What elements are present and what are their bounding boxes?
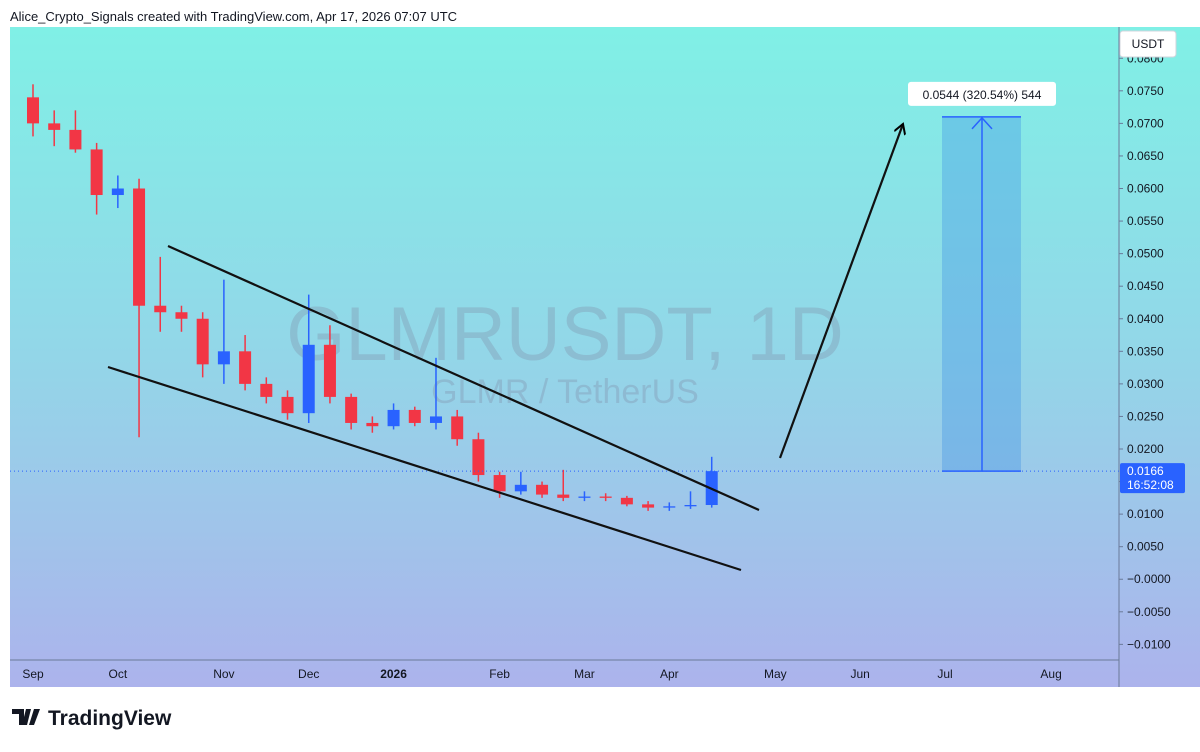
x-tick-label: Nov (213, 667, 234, 681)
y-tick-label: 0.0700 (1127, 116, 1164, 130)
x-tick-label: Sep (22, 667, 44, 681)
y-tick-label: 0.0200 (1127, 442, 1164, 456)
candle-body (217, 351, 230, 365)
y-tick-label: 0.0400 (1127, 312, 1164, 326)
candle-body (175, 312, 188, 319)
projection-arrowhead (971, 116, 993, 130)
y-tick-label: 0.0100 (1127, 507, 1164, 521)
projection-label-box (908, 81, 1056, 106)
x-tick-label: Oct (109, 667, 128, 681)
candle-body (302, 344, 315, 414)
footer-logo: TradingView (12, 707, 172, 730)
y-tick-label: 0.0500 (1127, 247, 1164, 261)
y-tick-label: 0.0250 (1127, 409, 1164, 423)
last-price-box (1120, 463, 1185, 494)
candle-body (345, 396, 358, 423)
y-tick-label: 0.0750 (1127, 84, 1164, 98)
candle-body (408, 409, 421, 423)
watermark: GLMRUSDT, 1D GLMR / TetherUS (286, 292, 843, 411)
currency-box (1119, 30, 1177, 58)
candle-body (472, 439, 485, 476)
candle-body (493, 475, 506, 492)
lower-trendline (107, 365, 742, 572)
y-tick-label: 0.0600 (1127, 182, 1164, 196)
x-tick-label: Feb (489, 667, 510, 681)
y-tick-label: −0.0000 (1127, 572, 1171, 586)
upper-trendline (167, 244, 760, 512)
y-tick-label: −0.0100 (1127, 637, 1171, 651)
candle-body (557, 494, 570, 498)
y-tick-label: 0.0300 (1127, 377, 1164, 391)
footer-text: TradingView (48, 707, 172, 730)
y-tick-label: −0.0050 (1127, 605, 1171, 619)
candle-body (239, 351, 252, 384)
x-tick-label: Dec (298, 667, 319, 681)
candle-body (620, 497, 633, 505)
candle-body (451, 416, 464, 440)
logo-mark (12, 709, 40, 725)
x-tick-label: Apr (660, 667, 679, 681)
candle-body (154, 305, 167, 313)
candle-body (429, 416, 442, 423)
candle-body (536, 484, 549, 495)
currency: USDT (1132, 37, 1165, 51)
y-tick-label: 0.0450 (1127, 279, 1164, 293)
x-tick-label: May (764, 667, 787, 681)
candle-body (514, 484, 527, 492)
x-tick-label: Mar (574, 667, 595, 681)
candle-body (642, 504, 655, 508)
breakout-arrow (778, 124, 903, 459)
candle-body (281, 396, 294, 414)
countdown: 16:52:08 (1127, 478, 1174, 492)
watermark-subtitle: GLMR / TetherUS (431, 373, 699, 411)
candle-body (387, 409, 400, 427)
y-tick-label: 0.0650 (1127, 149, 1164, 163)
candle-body (578, 496, 591, 498)
projection-label: 0.0544 (320.54%) 544 (923, 88, 1042, 102)
candle-body (27, 97, 39, 124)
y-tick-label: 0.0550 (1127, 214, 1164, 228)
candle-body (69, 129, 82, 150)
x-tick-label: Aug (1040, 667, 1061, 681)
x-tick-label: Jul (937, 667, 952, 681)
candle-body (323, 344, 336, 397)
x-tick-label: Jun (851, 667, 870, 681)
last-price-label: 0.0166 (1127, 464, 1164, 478)
candle-body (48, 123, 61, 130)
x-tick-label: 2026 (380, 667, 407, 681)
candle-body (599, 496, 612, 498)
y-tick-label: 0.0350 (1127, 344, 1164, 358)
candle-body (111, 188, 124, 196)
candle-body (196, 318, 209, 365)
header: Alice_Crypto_Signals created with Tradin… (10, 9, 457, 24)
candle-body (684, 505, 697, 507)
candle-body (366, 422, 379, 427)
candle-body (90, 149, 103, 196)
watermark-title: GLMRUSDT, 1D (286, 292, 843, 377)
candle-body (260, 383, 273, 397)
candle-body (133, 188, 146, 306)
candle-body (663, 506, 676, 508)
y-tick-label: 0.0050 (1127, 540, 1164, 554)
